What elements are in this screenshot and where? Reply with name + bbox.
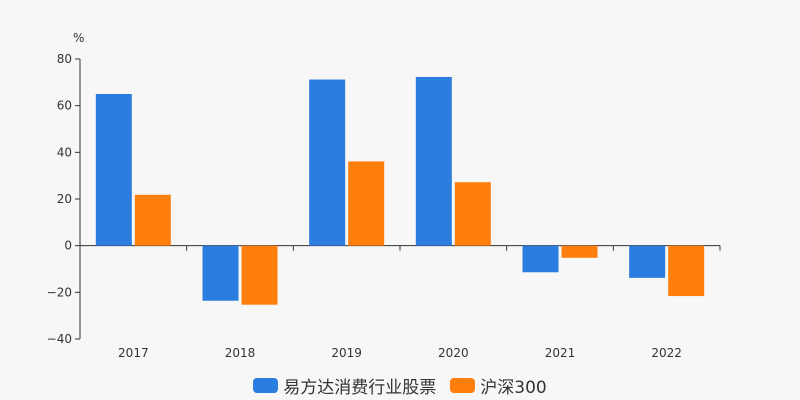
x-axis: 2017 2018 2019 2020 2021 2022 [79,245,721,360]
y-axis-unit-label: % [73,31,84,45]
bar-fund-2017[interactable] [95,94,132,246]
legend-label-index: 沪深300 [480,377,547,398]
y-tick-label: 20 [57,192,72,206]
bar-fund-2020[interactable] [415,76,452,246]
y-tick-label: 0 [64,239,72,253]
bar-fund-2021[interactable] [522,245,559,273]
x-tick-label: 2022 [651,346,682,360]
legend-item-index[interactable]: 沪深300 [450,373,547,398]
bar-index-2021[interactable] [561,245,598,258]
x-tick-label: 2020 [438,346,469,360]
legend[interactable]: 易方达消费行业股票 沪深300 [0,372,800,398]
bar-fund-2019[interactable] [309,79,346,246]
y-tick-label: −40 [47,332,72,346]
y-tick-label: 80 [57,52,72,66]
bar-chart: −40 −20 0 20 40 60 80 2017 2018 2019 2020 2021 2022… [47,31,721,360]
bar-fund-2018[interactable] [202,245,239,301]
x-tick-label: 2021 [545,346,576,360]
bars [95,76,705,305]
legend-swatch-index [450,377,476,393]
bar-index-2018[interactable] [241,245,278,305]
legend-label-fund: 易方达消费行业股票 [283,377,437,398]
y-axis: −40 −20 0 20 40 60 80 [47,52,81,346]
x-tick-label: 2019 [331,346,362,360]
x-tick-label: 2018 [225,346,256,360]
bar-index-2019[interactable] [348,161,385,246]
y-tick-label: 60 [57,99,72,113]
bar-fund-2022[interactable] [629,245,666,278]
y-tick-label: 40 [57,145,72,159]
bar-index-2020[interactable] [454,182,491,246]
bar-index-2022[interactable] [668,245,705,297]
legend-item-fund[interactable]: 易方达消费行业股票 [253,373,436,398]
y-tick-label: −20 [47,285,72,299]
x-tick-label: 2017 [118,346,149,360]
legend-swatch-fund [253,377,279,393]
bar-index-2017[interactable] [134,194,171,246]
